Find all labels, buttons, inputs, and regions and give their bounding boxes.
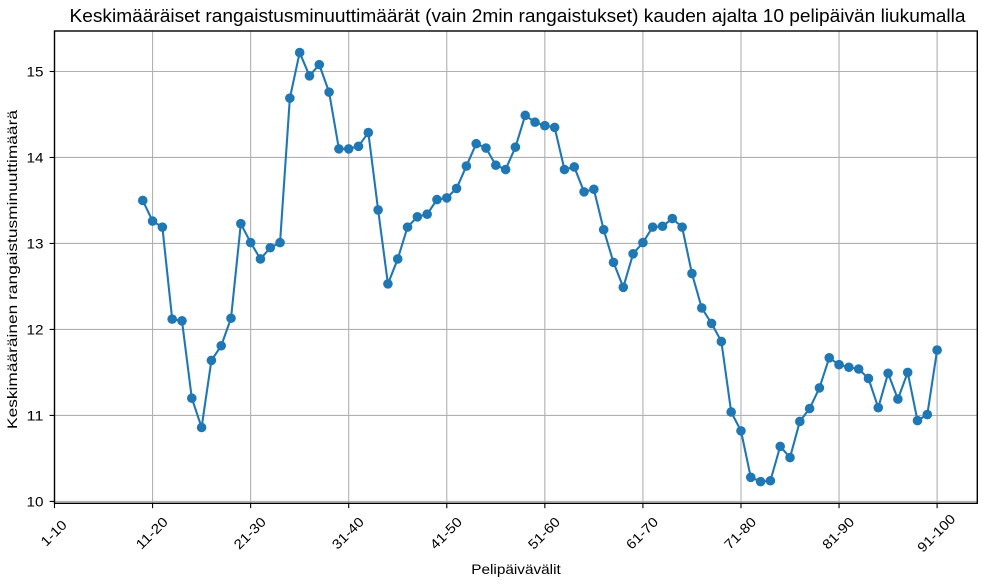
svg-text:14: 14 [27,150,44,165]
svg-text:13: 13 [27,236,44,251]
svg-text:Keskimääräiset rangaistusminuu: Keskimääräiset rangaistusminuuttimäärät … [70,6,967,26]
svg-text:11: 11 [27,408,44,423]
svg-text:15: 15 [27,64,44,79]
svg-text:Keskimääräinen rangaistusminuu: Keskimääräinen rangaistusminuuttimäärä [5,109,20,429]
svg-text:10: 10 [27,494,44,509]
svg-text:Pelipäivävälit: Pelipäivävälit [471,562,561,577]
svg-text:12: 12 [27,322,44,337]
